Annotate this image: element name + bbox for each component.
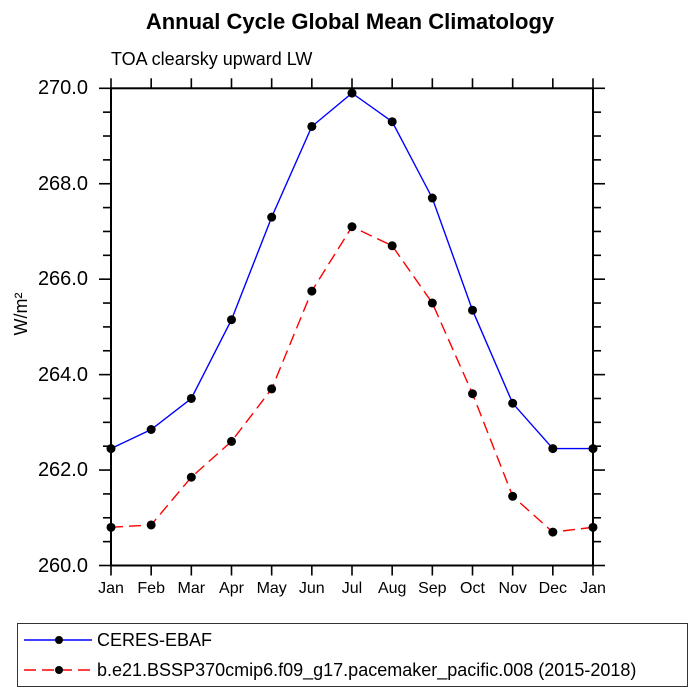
x-tick-label: Oct [460, 580, 485, 597]
plot-frame [110, 87, 594, 567]
data-point-marker [267, 212, 277, 222]
x-tick-label: Feb [137, 580, 165, 597]
data-point-marker [227, 436, 236, 446]
data-point-marker [588, 444, 598, 454]
x-tick-label: Aug [377, 580, 407, 597]
x-tick-label: Nov [498, 580, 527, 597]
x-tick-label: Jan [580, 580, 606, 597]
data-point-marker [347, 88, 357, 98]
data-point-marker [427, 298, 437, 308]
y-tick-label: 268.0 [37, 172, 88, 195]
y-tick-label: 270.0 [37, 77, 88, 100]
x-tick-label: Jul [341, 580, 363, 597]
series-line-0 [110, 92, 593, 450]
data-point-marker [508, 398, 518, 408]
data-point-marker [387, 117, 397, 127]
data-point-marker [307, 286, 317, 296]
legend-line-sample [24, 636, 92, 644]
data-point-marker [307, 121, 317, 131]
y-tick-label: 266.0 [37, 268, 88, 291]
data-point-marker [267, 384, 277, 394]
legend-marker [55, 666, 63, 674]
data-point-marker [468, 389, 477, 399]
legend-label: b.e21.BSSP370cmip6.f09_g17.pacemaker_pac… [97, 660, 637, 680]
y-tick-label: 264.0 [37, 363, 88, 386]
data-point-marker [508, 491, 518, 501]
data-point-marker [227, 315, 236, 325]
data-point-marker [146, 424, 156, 434]
x-tick-label: Jun [298, 580, 325, 597]
data-point-marker [548, 444, 558, 454]
legend-item: CERES-EBAF [23, 625, 212, 655]
data-point-marker [427, 193, 437, 203]
x-tick-label: Sep [418, 580, 447, 597]
data-point-marker [548, 527, 558, 537]
legend-box: CERES-EBAF b.e21.BSSP370cmip6.f09_g17.pac… [17, 623, 688, 687]
x-tick-label: Jan [98, 580, 124, 597]
data-point-marker [186, 472, 196, 482]
data-point-marker [468, 305, 477, 315]
data-point-marker [146, 520, 156, 530]
legend-item: b.e21.BSSP370cmip6.f09_g17.pacemaker_pac… [23, 655, 636, 685]
data-point-marker [588, 522, 598, 532]
chart-title: Annual Cycle Global Mean Climatology [145, 9, 555, 34]
x-tick-label: May [256, 580, 287, 597]
legend-label: CERES-EBAF [97, 630, 213, 650]
data-point-marker [387, 241, 397, 251]
y-tick-label: 260.0 [37, 554, 88, 577]
x-tick-label: Dec [538, 580, 568, 597]
y-tick-label: 262.0 [37, 459, 88, 482]
legend-marker [55, 636, 63, 644]
series-line-1 [110, 225, 594, 533]
data-point-marker [106, 444, 116, 454]
x-tick-label: Apr [219, 580, 244, 597]
legend-line-sample [24, 666, 92, 674]
chart-subtitle: TOA clearsky upward LW [111, 49, 313, 69]
x-tick-label: Mar [177, 580, 206, 597]
data-point-marker [186, 393, 196, 403]
data-point-marker [347, 222, 357, 232]
data-point-marker [106, 522, 116, 532]
